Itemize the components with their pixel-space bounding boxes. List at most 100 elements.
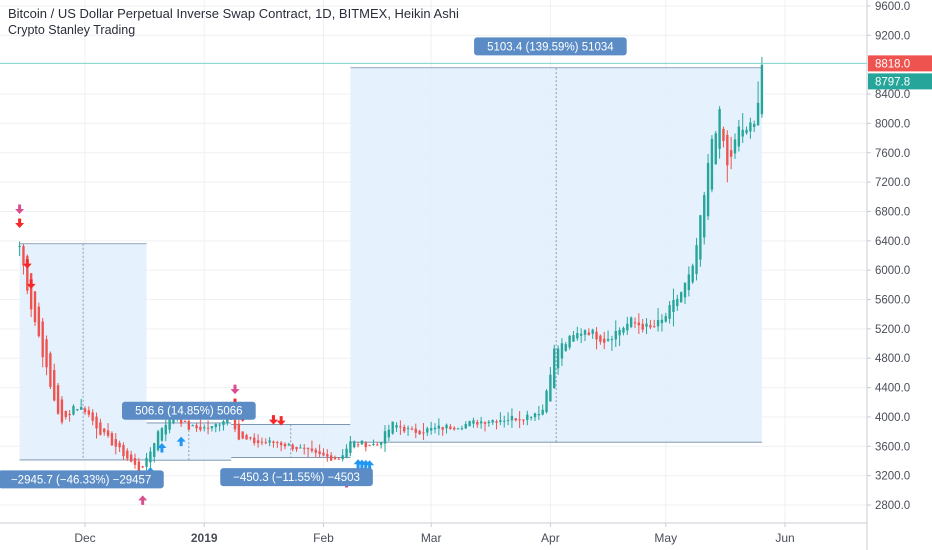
candle-body	[695, 245, 698, 274]
time-tick-label: Dec	[74, 531, 95, 545]
candle-body	[183, 420, 187, 422]
candle-body	[160, 428, 164, 441]
candle-body	[622, 327, 625, 333]
candle-body	[583, 330, 587, 335]
candle-body	[303, 447, 306, 449]
candle-body	[41, 321, 44, 358]
candle-body	[153, 443, 156, 457]
candle-body	[249, 437, 252, 439]
candle-body	[506, 419, 510, 421]
measure-label-box[interactable]	[121, 401, 256, 420]
candle-body	[287, 444, 291, 446]
candle-body	[299, 447, 302, 449]
price-tick-label: 6000.0	[875, 265, 910, 277]
candle-body	[668, 305, 671, 319]
candle-body	[322, 452, 325, 456]
measure-label-box[interactable]	[220, 468, 373, 487]
candle-body	[553, 348, 556, 389]
measure-label: 506.6 (14.85%) 5066	[135, 406, 242, 418]
candle-body	[264, 442, 267, 444]
candle-body	[276, 442, 279, 444]
price-tick-label: 4000.0	[875, 412, 910, 424]
candle-body	[149, 451, 152, 463]
candle-body	[587, 332, 591, 336]
measure-label-box[interactable]	[0, 470, 164, 489]
candle-body	[237, 423, 241, 440]
candle-body	[45, 339, 48, 368]
ha-close-tag-bg	[868, 73, 932, 90]
candle-body	[726, 134, 729, 166]
candle-body	[187, 421, 191, 430]
candle-body	[737, 126, 741, 147]
candle-body	[253, 437, 256, 444]
candle-body	[703, 195, 706, 238]
candle-body	[514, 418, 517, 421]
candle-body	[683, 282, 687, 298]
candle-body	[56, 385, 60, 414]
candle-body	[26, 255, 29, 291]
candle-body	[222, 421, 225, 426]
candle-body	[379, 442, 383, 445]
candle-body	[722, 128, 725, 141]
candle-body	[206, 427, 210, 429]
sell-arrow	[26, 279, 36, 289]
candle-body	[103, 428, 106, 433]
time-tick-label: Feb	[313, 531, 334, 545]
candle-body	[164, 424, 167, 435]
candle-body	[295, 446, 298, 450]
candle-body	[145, 457, 148, 467]
price-tick-label: 8400.0	[875, 89, 910, 101]
candle-body	[191, 425, 194, 427]
candle-body	[364, 442, 367, 448]
candle-body	[126, 450, 129, 459]
candle-body	[91, 412, 94, 421]
candle-body	[745, 129, 748, 134]
special-down-arrow	[15, 204, 25, 214]
candle-body	[541, 409, 544, 415]
measure-label: 5103.4 (139.59%) 51034	[487, 41, 614, 53]
price-tick-label: 9200.0	[875, 30, 910, 42]
candle-body	[233, 418, 237, 430]
candle-body	[279, 442, 283, 446]
candle-body	[653, 326, 656, 328]
candle-body	[491, 419, 494, 423]
candle-body	[29, 273, 33, 310]
measure-label: −2945.7 (−46.33%) −29457	[11, 474, 151, 486]
candle-body	[656, 320, 660, 327]
candle-body	[614, 331, 617, 340]
candle-body	[22, 246, 25, 266]
chart-title: Bitcoin / US Dollar Perpetual Inverse Sw…	[8, 6, 459, 21]
candle-body	[272, 441, 275, 443]
candle-body	[618, 329, 621, 336]
candle-body	[464, 424, 467, 429]
candle-body	[433, 427, 437, 430]
candle-body	[260, 441, 264, 443]
candle-body	[545, 390, 548, 413]
candle-body	[510, 415, 514, 421]
candle-body	[591, 329, 594, 334]
candle-body	[226, 416, 229, 424]
candle-body	[426, 428, 429, 433]
candle-body	[129, 454, 133, 462]
candle-body	[741, 129, 744, 137]
candle-body	[195, 425, 198, 429]
candle-body	[518, 419, 521, 421]
candle-body	[349, 441, 352, 453]
sell-arrow	[268, 415, 278, 425]
last-price-tag-bg	[868, 55, 932, 72]
candle-body	[214, 423, 217, 428]
candle-body	[399, 426, 402, 428]
candle-body	[629, 317, 633, 328]
measure-label-box[interactable]	[474, 37, 627, 56]
time-tick-label: Apr	[541, 531, 560, 545]
candle-body	[564, 344, 567, 351]
candle-body	[718, 109, 721, 149]
price-tick-label: 9600.0	[875, 1, 910, 13]
candle-body	[749, 122, 752, 132]
candle-body	[329, 455, 333, 461]
candle-body	[118, 442, 121, 448]
measure-label: −450.3 (−11.55%) −4503	[233, 472, 360, 484]
candle-body	[283, 443, 287, 447]
candle-body	[79, 407, 83, 410]
